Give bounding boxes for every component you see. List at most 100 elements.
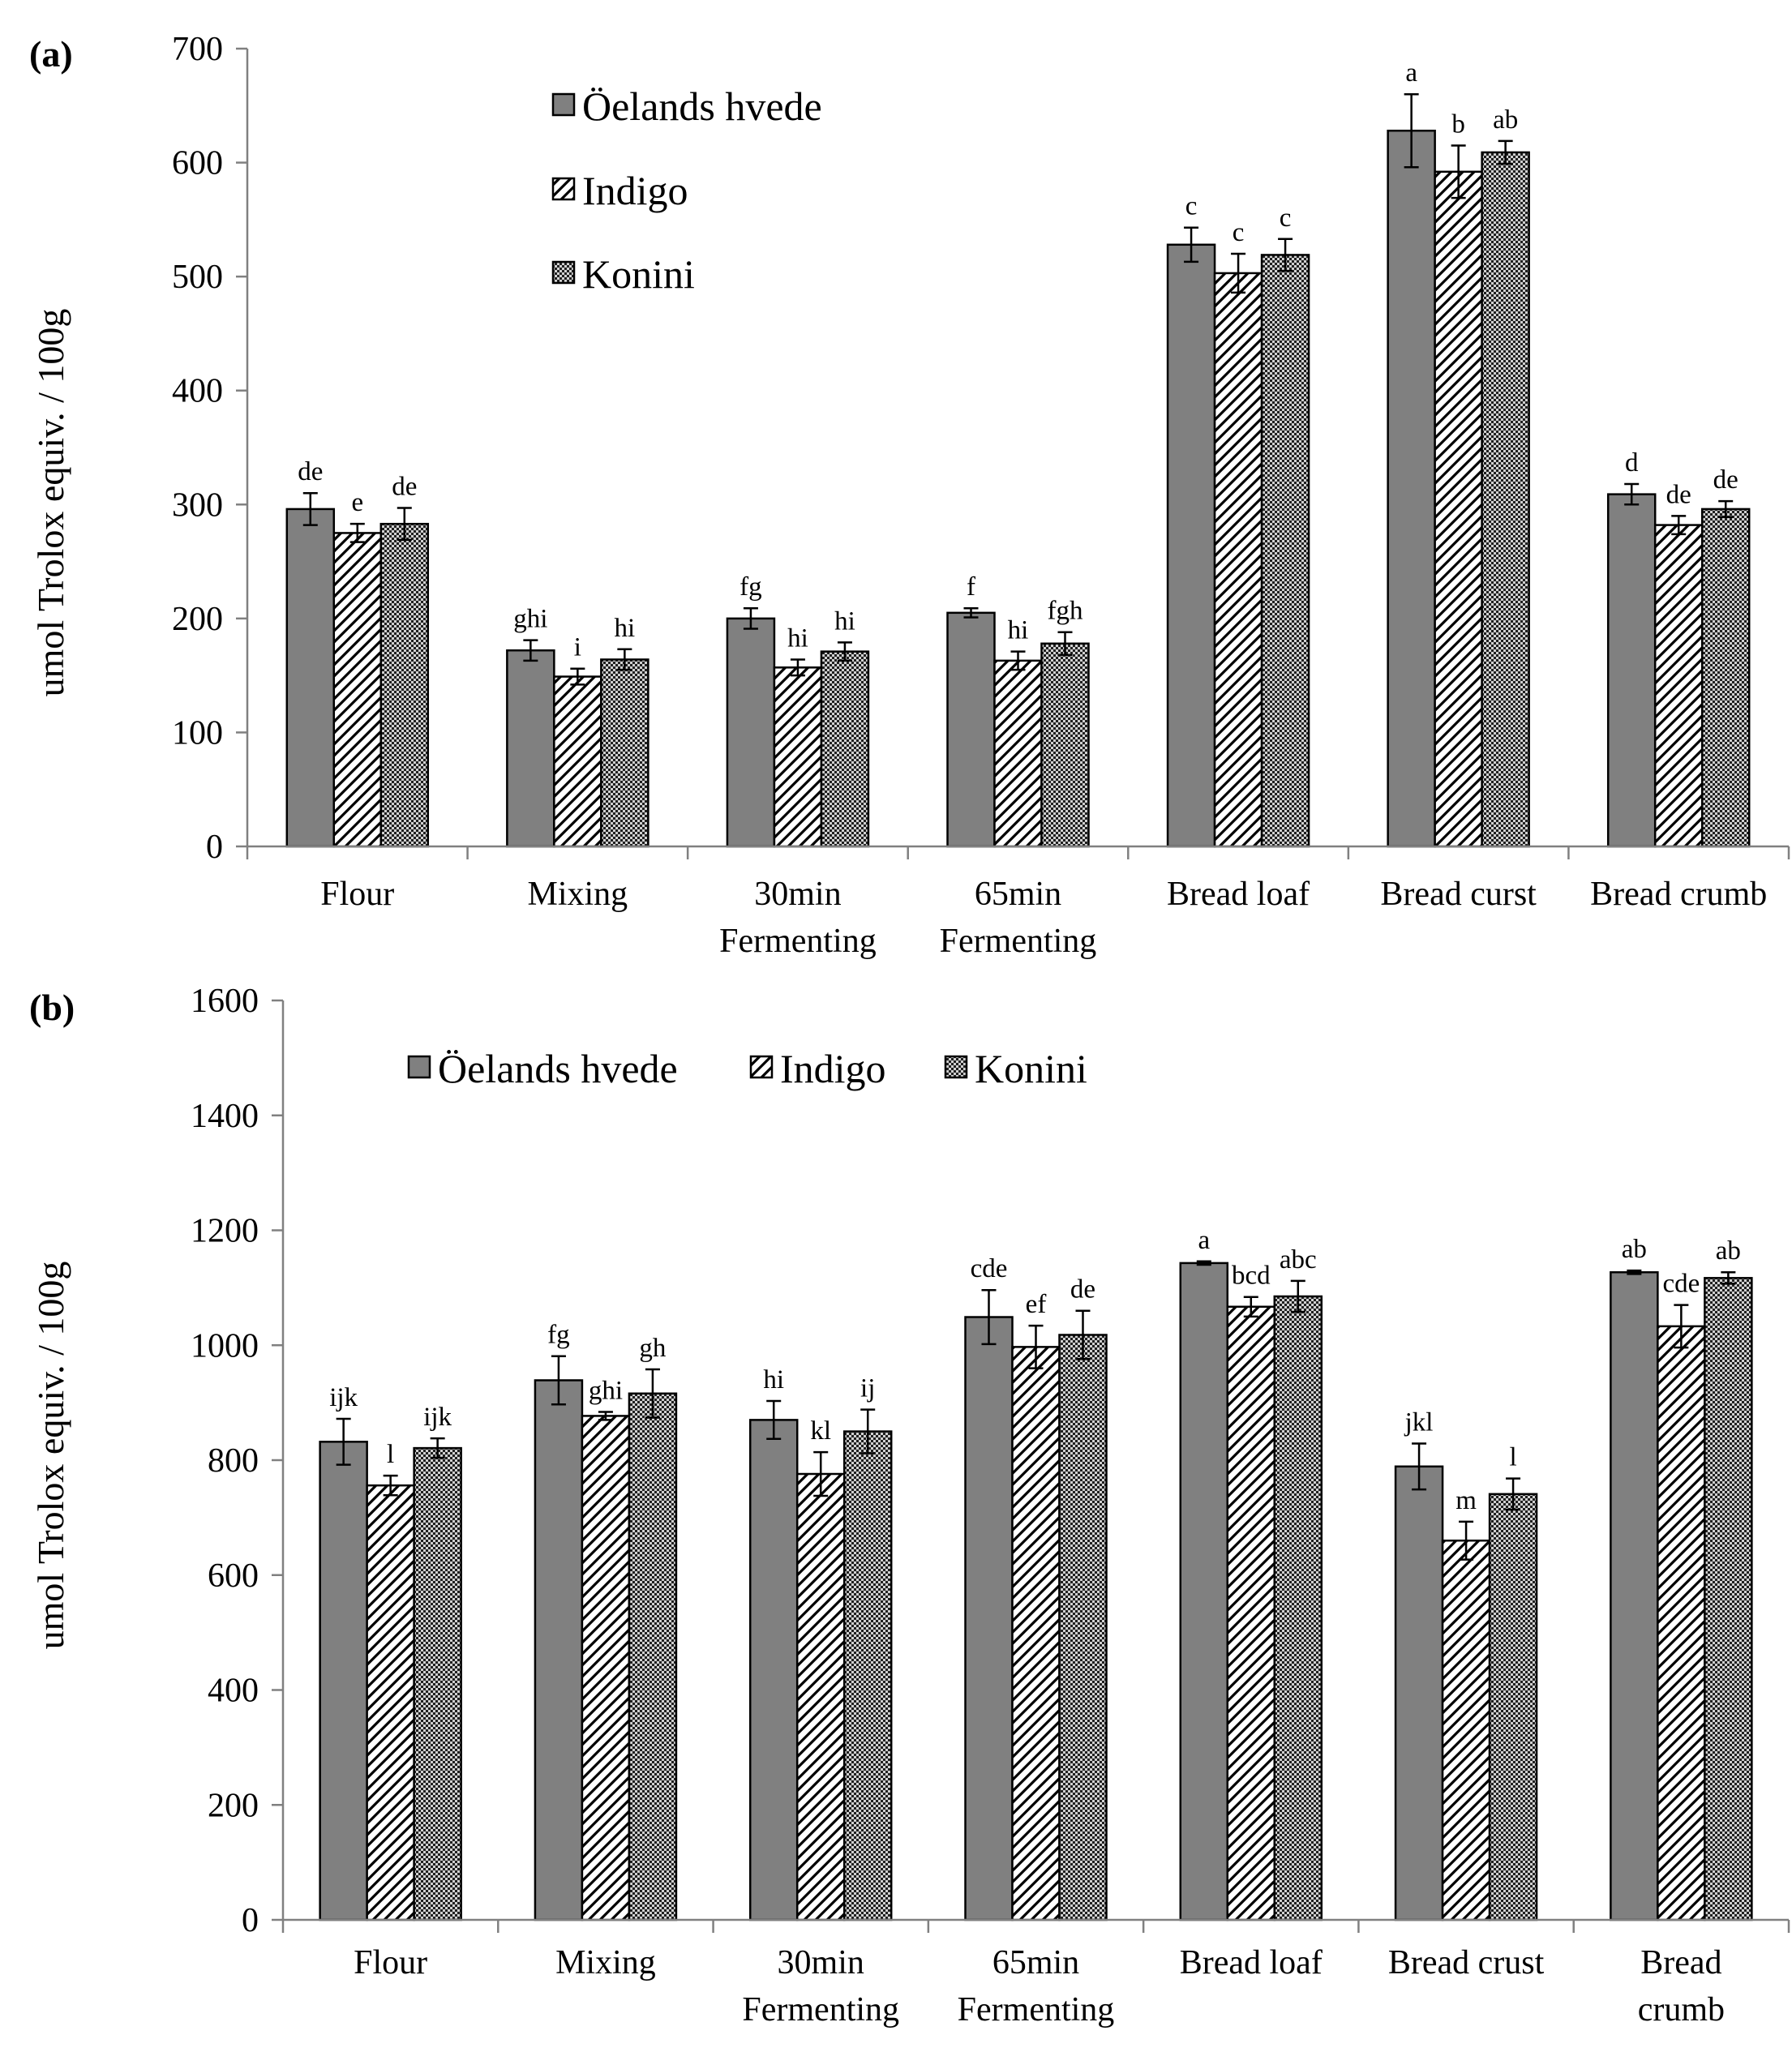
bar-konini (1488, 1493, 1538, 1921)
y-axis-label-b: umol Trolox equiv. / 100g (30, 1262, 71, 1650)
error-bar-konini (397, 507, 412, 542)
significance-label: ab (1493, 105, 1518, 135)
error-bar-indigo (813, 1450, 829, 1497)
significance-label: e (351, 488, 363, 517)
bar-oelands (946, 611, 996, 848)
significance-label: l (1509, 1443, 1516, 1472)
bar-indigo (581, 1415, 631, 1921)
legend-b-label-indigo: Indigo (780, 1046, 886, 1091)
error-bar-oelands (743, 606, 758, 630)
bar-oelands (1387, 129, 1436, 848)
significance-label: ijk (423, 1403, 452, 1432)
significance-label: jkl (1404, 1407, 1434, 1437)
significance-label: hi (834, 606, 855, 636)
error-bar-konini (1506, 1477, 1521, 1511)
x-category-label: Bread loaf (1180, 1944, 1323, 1981)
bar-oelands (964, 1316, 1014, 1921)
legend-a-swatch-oelands (551, 92, 576, 117)
significance-label: gh (639, 1334, 667, 1363)
error-bar-indigo (1243, 1296, 1258, 1318)
significance-label: cde (1662, 1270, 1700, 1299)
bar-konini (1704, 1277, 1753, 1921)
error-bar-konini (1290, 1279, 1305, 1313)
error-bar-konini (860, 1408, 876, 1454)
bar-oelands (726, 617, 776, 848)
bar-indigo (1011, 1346, 1061, 1921)
x-category-label: Flour (320, 876, 394, 913)
y-tick-label: 500 (172, 259, 223, 296)
legend-b-swatch-konini (944, 1055, 968, 1079)
y-tick-label: 200 (172, 601, 223, 638)
bar-indigo (773, 666, 823, 848)
error-bar-oelands (551, 1355, 566, 1406)
bar-oelands (1166, 243, 1216, 848)
significance-label: ab (1716, 1236, 1741, 1266)
significance-label: hi (787, 623, 808, 653)
significance-label: de (1713, 465, 1738, 495)
error-bar-oelands (1627, 1269, 1642, 1275)
error-bar-konini (1718, 499, 1734, 518)
y-tick-label: 100 (172, 714, 223, 752)
significance-label: fg (547, 1321, 570, 1350)
bar-oelands (1610, 1270, 1659, 1921)
y-tick-label: 1000 (191, 1327, 259, 1364)
legend-b-label-konini: Konini (975, 1046, 1087, 1091)
bar-konini (1700, 508, 1751, 848)
y-tick-label: 0 (206, 829, 223, 866)
significance-label: de (298, 457, 323, 486)
legend-a-label-konini: Konini (582, 251, 695, 297)
bar-indigo (1213, 272, 1263, 848)
panel-label-b: (b) (29, 987, 75, 1028)
error-bar-indigo (1451, 144, 1466, 199)
error-bar-indigo (1028, 1324, 1044, 1369)
y-tick-label: 0 (242, 1902, 259, 1939)
x-category-label: Bread crumb (1590, 876, 1767, 913)
y-tick-label: 600 (208, 1557, 259, 1595)
x-category-label: Bread curst (1380, 876, 1537, 913)
error-bar-indigo (1231, 252, 1246, 294)
bar-konini (413, 1446, 462, 1921)
bar-konini (628, 1392, 678, 1921)
x-category-label: Fermenting (742, 1991, 899, 2028)
significance-label: ijk (329, 1383, 358, 1412)
error-bar-oelands (1624, 482, 1640, 506)
error-bar-konini (1075, 1309, 1091, 1360)
legend-b-swatch-indigo (749, 1055, 774, 1079)
y-axis-a: 0 100 200 300 400 500 600 700 (172, 31, 249, 866)
error-bar-indigo (1671, 515, 1687, 536)
legend-b-label-oelands: Öelands hvede (438, 1046, 678, 1091)
significance-label: ghi (589, 1376, 623, 1405)
bar-indigo (553, 675, 602, 848)
significance-label: ab (1622, 1235, 1647, 1264)
error-bar-konini (645, 1368, 660, 1419)
significance-label: kl (810, 1416, 831, 1446)
bar-konini (1058, 1334, 1108, 1921)
y-tick-label: 700 (172, 31, 223, 68)
significance-label: fgh (1048, 597, 1083, 626)
significance-label: c (1233, 218, 1245, 247)
bar-indigo (993, 659, 1043, 848)
bar-oelands (748, 1419, 799, 1921)
error-bar-indigo (598, 1411, 613, 1421)
y-tick-label: 300 (172, 486, 223, 524)
significance-label: hi (615, 614, 636, 643)
significance-label: ij (860, 1374, 875, 1403)
significance-label: fg (740, 572, 762, 602)
x-category-label: crumb (1638, 1991, 1725, 2028)
x-category-label: Fermenting (719, 923, 877, 960)
bar-oelands (1606, 493, 1657, 848)
significance-label: m (1455, 1486, 1477, 1515)
error-bar-konini (1498, 139, 1513, 165)
legend-a: Öelands hvede Indigo Konini (551, 84, 822, 297)
significance-label: a (1198, 1226, 1210, 1255)
significance-label: ghi (513, 605, 547, 634)
y-axis-b: 0 200 400 600 800 1000 1200 1400 1600 (191, 983, 285, 1939)
x-category-label: Fermenting (940, 923, 1097, 960)
x-category-label: Fermenting (958, 1991, 1115, 2028)
y-tick-label: 1600 (191, 983, 259, 1020)
y-tick-label: 400 (208, 1673, 259, 1710)
error-bar-indigo (1674, 1304, 1689, 1349)
significance-label: f (967, 572, 975, 602)
bar-konini (1273, 1295, 1323, 1921)
